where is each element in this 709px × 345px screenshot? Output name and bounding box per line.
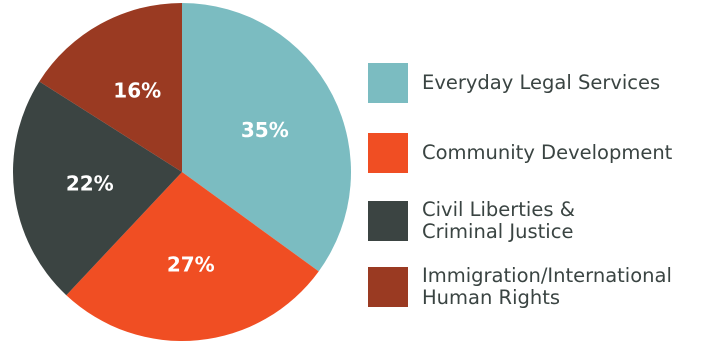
legend: Everyday Legal Services Community Develo…	[368, 0, 709, 345]
pie-slice-label-civil-liberties-criminal-justice: 22%	[66, 172, 114, 196]
pie-slice-everyday-legal-services	[182, 3, 351, 272]
legend-label-community-development: Community Development	[422, 141, 673, 164]
legend-item-civil-liberties-criminal-justice: Civil Liberties & Criminal Justice	[368, 199, 709, 243]
legend-label-civil-liberties-criminal-justice: Civil Liberties & Criminal Justice	[422, 198, 575, 243]
legend-label-immigration-international-human-rights: Immigration/International Human Rights	[422, 264, 672, 309]
pie-slice-labels: 35% 27% 22% 16%	[66, 79, 289, 277]
pie-chart-plot: 35% 27% 22% 16%	[13, 3, 351, 342]
legend-item-immigration-international-human-rights: Immigration/International Human Rights	[368, 265, 709, 309]
pie-slice-civil-liberties-criminal-justice	[13, 81, 183, 296]
pie-slice-label-everyday-legal-services: 35%	[241, 118, 289, 142]
legend-swatch-everyday-legal-services	[368, 63, 408, 103]
legend-swatch-community-development	[368, 133, 408, 173]
legend-swatch-immigration-international-human-rights	[368, 267, 408, 307]
pie-slice-community-development	[66, 172, 319, 342]
pie-slice-label-community-development: 27%	[167, 253, 215, 277]
legend-label-everyday-legal-services: Everyday Legal Services	[422, 71, 661, 94]
pie-slice-immigration-international-human-rights	[39, 3, 183, 172]
pie-slices	[13, 3, 351, 342]
pie-slice-label-immigration-international-human-rights: 16%	[113, 79, 161, 103]
legend-item-community-development: Community Development	[368, 133, 709, 173]
legend-item-everyday-legal-services: Everyday Legal Services	[368, 63, 709, 103]
legend-swatch-civil-liberties-criminal-justice	[368, 201, 408, 241]
